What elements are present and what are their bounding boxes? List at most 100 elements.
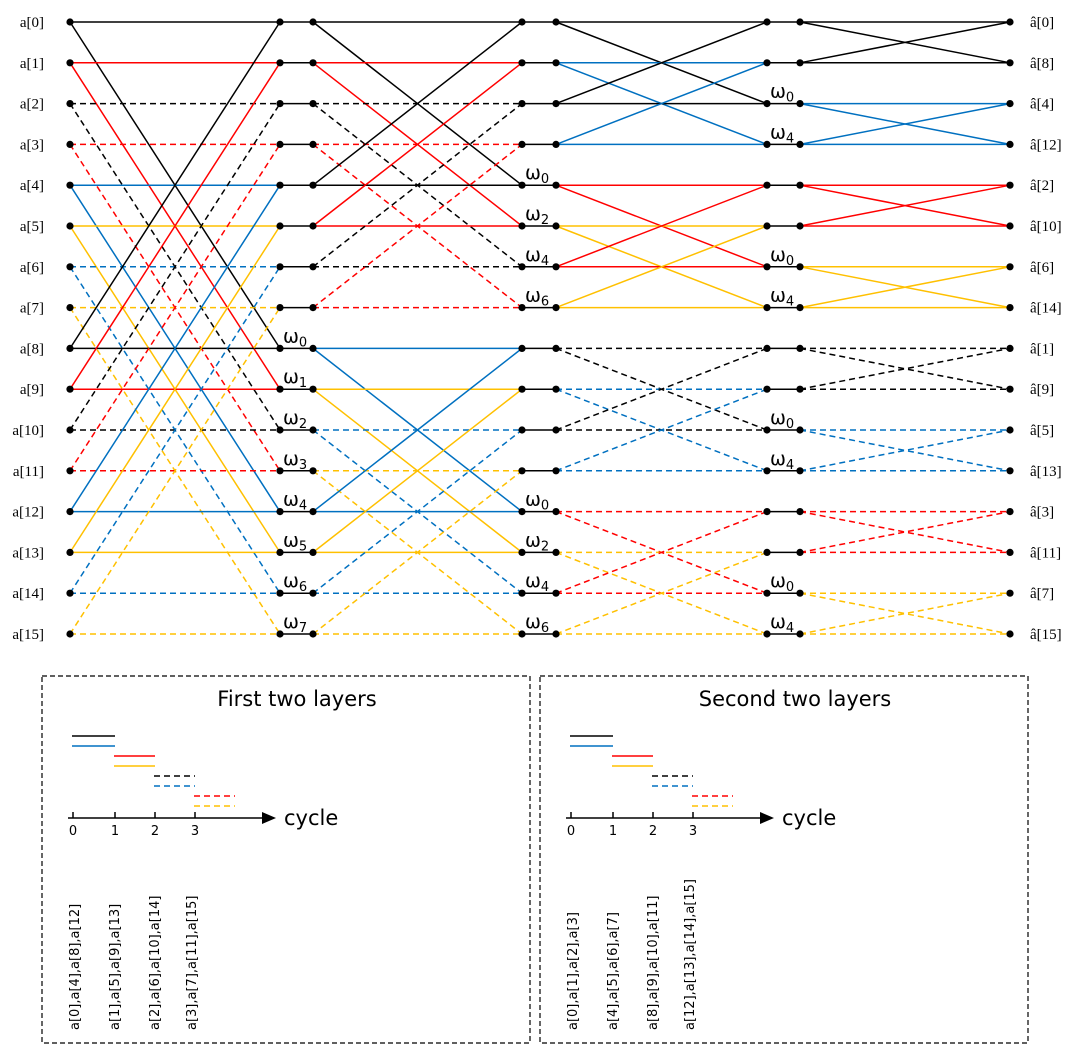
edge-stage4-cross: [799, 21, 1011, 64]
node: [552, 140, 560, 148]
twiddle-factor-label: ω4: [283, 489, 307, 514]
node: [552, 100, 560, 108]
node: [1006, 100, 1014, 108]
edge-stage1-cross: [69, 266, 281, 594]
edge-stage4-cross: [799, 510, 1011, 554]
node: [1006, 263, 1014, 271]
node: [796, 548, 804, 557]
node: [796, 630, 804, 638]
node: [518, 18, 526, 26]
node: [276, 548, 284, 557]
node: [66, 18, 74, 26]
input-label: a[0]: [20, 15, 44, 31]
node: [276, 508, 284, 516]
twiddle-factor-label: ω0: [770, 81, 794, 106]
cycle-group-label: a[4],a[5],a[6],a[7]: [606, 912, 621, 1030]
node: [518, 467, 526, 475]
node: [66, 222, 74, 230]
node: [796, 426, 804, 434]
node: [66, 304, 74, 312]
node: [552, 426, 560, 434]
legend-border: [41, 675, 531, 1044]
node: [276, 100, 284, 108]
edge-stage1-cross: [69, 103, 281, 431]
twiddle-factor-label: ω4: [770, 121, 794, 146]
twiddle-factor-label: ω2: [525, 203, 549, 228]
tick-label: 3: [689, 824, 697, 839]
tick-label: 2: [151, 824, 159, 839]
node: [518, 508, 526, 516]
node: [763, 304, 771, 312]
tick-label: 2: [649, 824, 657, 839]
output-label: â[6]: [1030, 260, 1054, 276]
edge-stage2-cross: [312, 21, 523, 186]
node: [796, 100, 804, 108]
output-label: â[10]: [1030, 219, 1062, 235]
node: [796, 508, 804, 516]
tick-label: 1: [111, 824, 119, 839]
twiddle-factor-label: ω6: [525, 611, 549, 636]
node: [763, 100, 771, 108]
edge-stage3-cross: [555, 551, 768, 635]
legend-box-2: Second two layers cycle 0 1 2 3 a[0],a[1],a[2]…: [539, 675, 1029, 1044]
twiddle-factor-label: ω1: [283, 366, 307, 391]
node: [276, 426, 284, 434]
node: [552, 385, 560, 393]
tick-label: 1: [609, 824, 617, 839]
node: [66, 140, 74, 148]
edge-stage4-cross: [799, 429, 1011, 472]
edge-stage3-cross: [555, 347, 768, 431]
edge-stage2-cross: [312, 62, 523, 227]
node: [763, 59, 771, 67]
cycle-group-label: a[12],a[13],a[14],a[15]: [683, 879, 698, 1030]
axis-arrow-icon: [760, 812, 774, 824]
twiddle-factor-label: ω6: [525, 285, 549, 310]
node: [309, 589, 317, 597]
node: [796, 181, 804, 189]
node: [763, 385, 771, 393]
node: [309, 344, 317, 352]
node: [66, 426, 74, 434]
twiddle-factor-label: ω4: [770, 611, 794, 636]
input-label: a[8]: [20, 341, 44, 357]
node: [763, 181, 771, 189]
node: [552, 548, 560, 557]
input-label: a[12]: [12, 505, 44, 521]
node: [552, 263, 560, 271]
edge-stage3-cross: [555, 184, 768, 268]
node: [1006, 222, 1014, 230]
node: [66, 344, 74, 352]
node: [1006, 181, 1014, 189]
node: [763, 18, 771, 26]
node: [552, 508, 560, 516]
node: [309, 304, 317, 312]
output-label: â[15]: [1030, 627, 1062, 643]
edge-stage4-cross: [799, 429, 1011, 472]
output-label: â[4]: [1030, 97, 1054, 113]
edge-stage4-cross: [799, 510, 1011, 554]
edge-stage4-cross: [799, 347, 1011, 390]
input-label: a[14]: [12, 586, 44, 602]
twiddle-factor-label: ω2: [283, 407, 307, 432]
legend-box-1: First two layers cycle 0 1 2 3 a[0],a[4],a[8],…: [41, 675, 531, 1044]
node: [763, 548, 771, 557]
node: [763, 589, 771, 597]
node: [796, 222, 804, 230]
node: [1006, 548, 1014, 557]
node: [518, 181, 526, 189]
output-label: â[12]: [1030, 137, 1062, 153]
legend-title: First two layers: [217, 687, 376, 711]
edge-stage4-cross: [799, 184, 1011, 227]
node: [518, 304, 526, 312]
node: [763, 222, 771, 230]
cycle-group-label: a[0],a[4],a[8],a[12]: [68, 904, 83, 1030]
node: [309, 630, 317, 638]
twiddle-factor-label: ω2: [525, 529, 549, 554]
node: [763, 140, 771, 148]
node: [1006, 508, 1014, 516]
edge-stage4-cross: [799, 592, 1011, 635]
edge-stage2-cross: [312, 103, 523, 268]
node: [276, 630, 284, 638]
edge-stage1-cross: [69, 307, 281, 635]
node: [1006, 467, 1014, 475]
